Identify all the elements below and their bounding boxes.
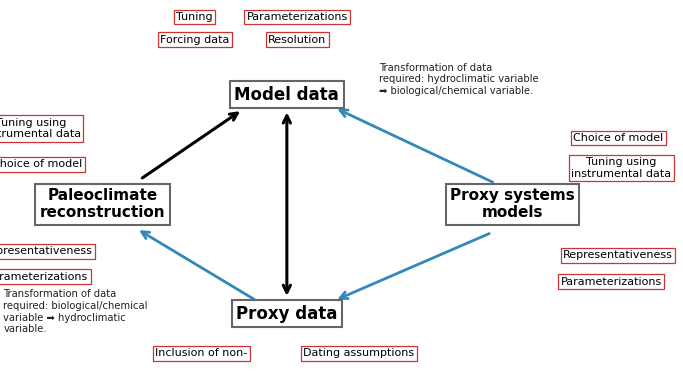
Text: Tuning using
instrumental data: Tuning using instrumental data [572,157,671,179]
Text: Representativeness: Representativeness [563,250,673,260]
Text: Parameterizations: Parameterizations [0,272,88,282]
Text: Inclusion of non-: Inclusion of non- [155,349,248,358]
Text: Resolution: Resolution [268,35,326,45]
Text: Dating assumptions: Dating assumptions [303,349,414,358]
Text: Choice of model: Choice of model [0,160,83,169]
Text: Parameterizations: Parameterizations [247,12,348,22]
Text: Tuning: Tuning [176,12,213,22]
Text: Parameterizations: Parameterizations [561,277,662,287]
Text: Model data: Model data [234,85,339,104]
Text: Transformation of data
required: biological/chemical
variable ➡ hydroclimatic
va: Transformation of data required: biologi… [3,290,148,334]
Text: Choice of model: Choice of model [573,133,663,143]
Text: Proxy data: Proxy data [236,305,337,323]
Text: Paleoclimate
reconstruction: Paleoclimate reconstruction [40,188,165,220]
Text: Transformation of data
required: hydroclimatic variable
➡ biological/chemical va: Transformation of data required: hydrocl… [379,63,539,96]
Text: Forcing data: Forcing data [160,35,229,45]
Text: Proxy systems
models: Proxy systems models [450,188,574,220]
Text: Tuning using
instrumental data: Tuning using instrumental data [0,118,81,139]
Text: Representativeness: Representativeness [0,246,92,256]
